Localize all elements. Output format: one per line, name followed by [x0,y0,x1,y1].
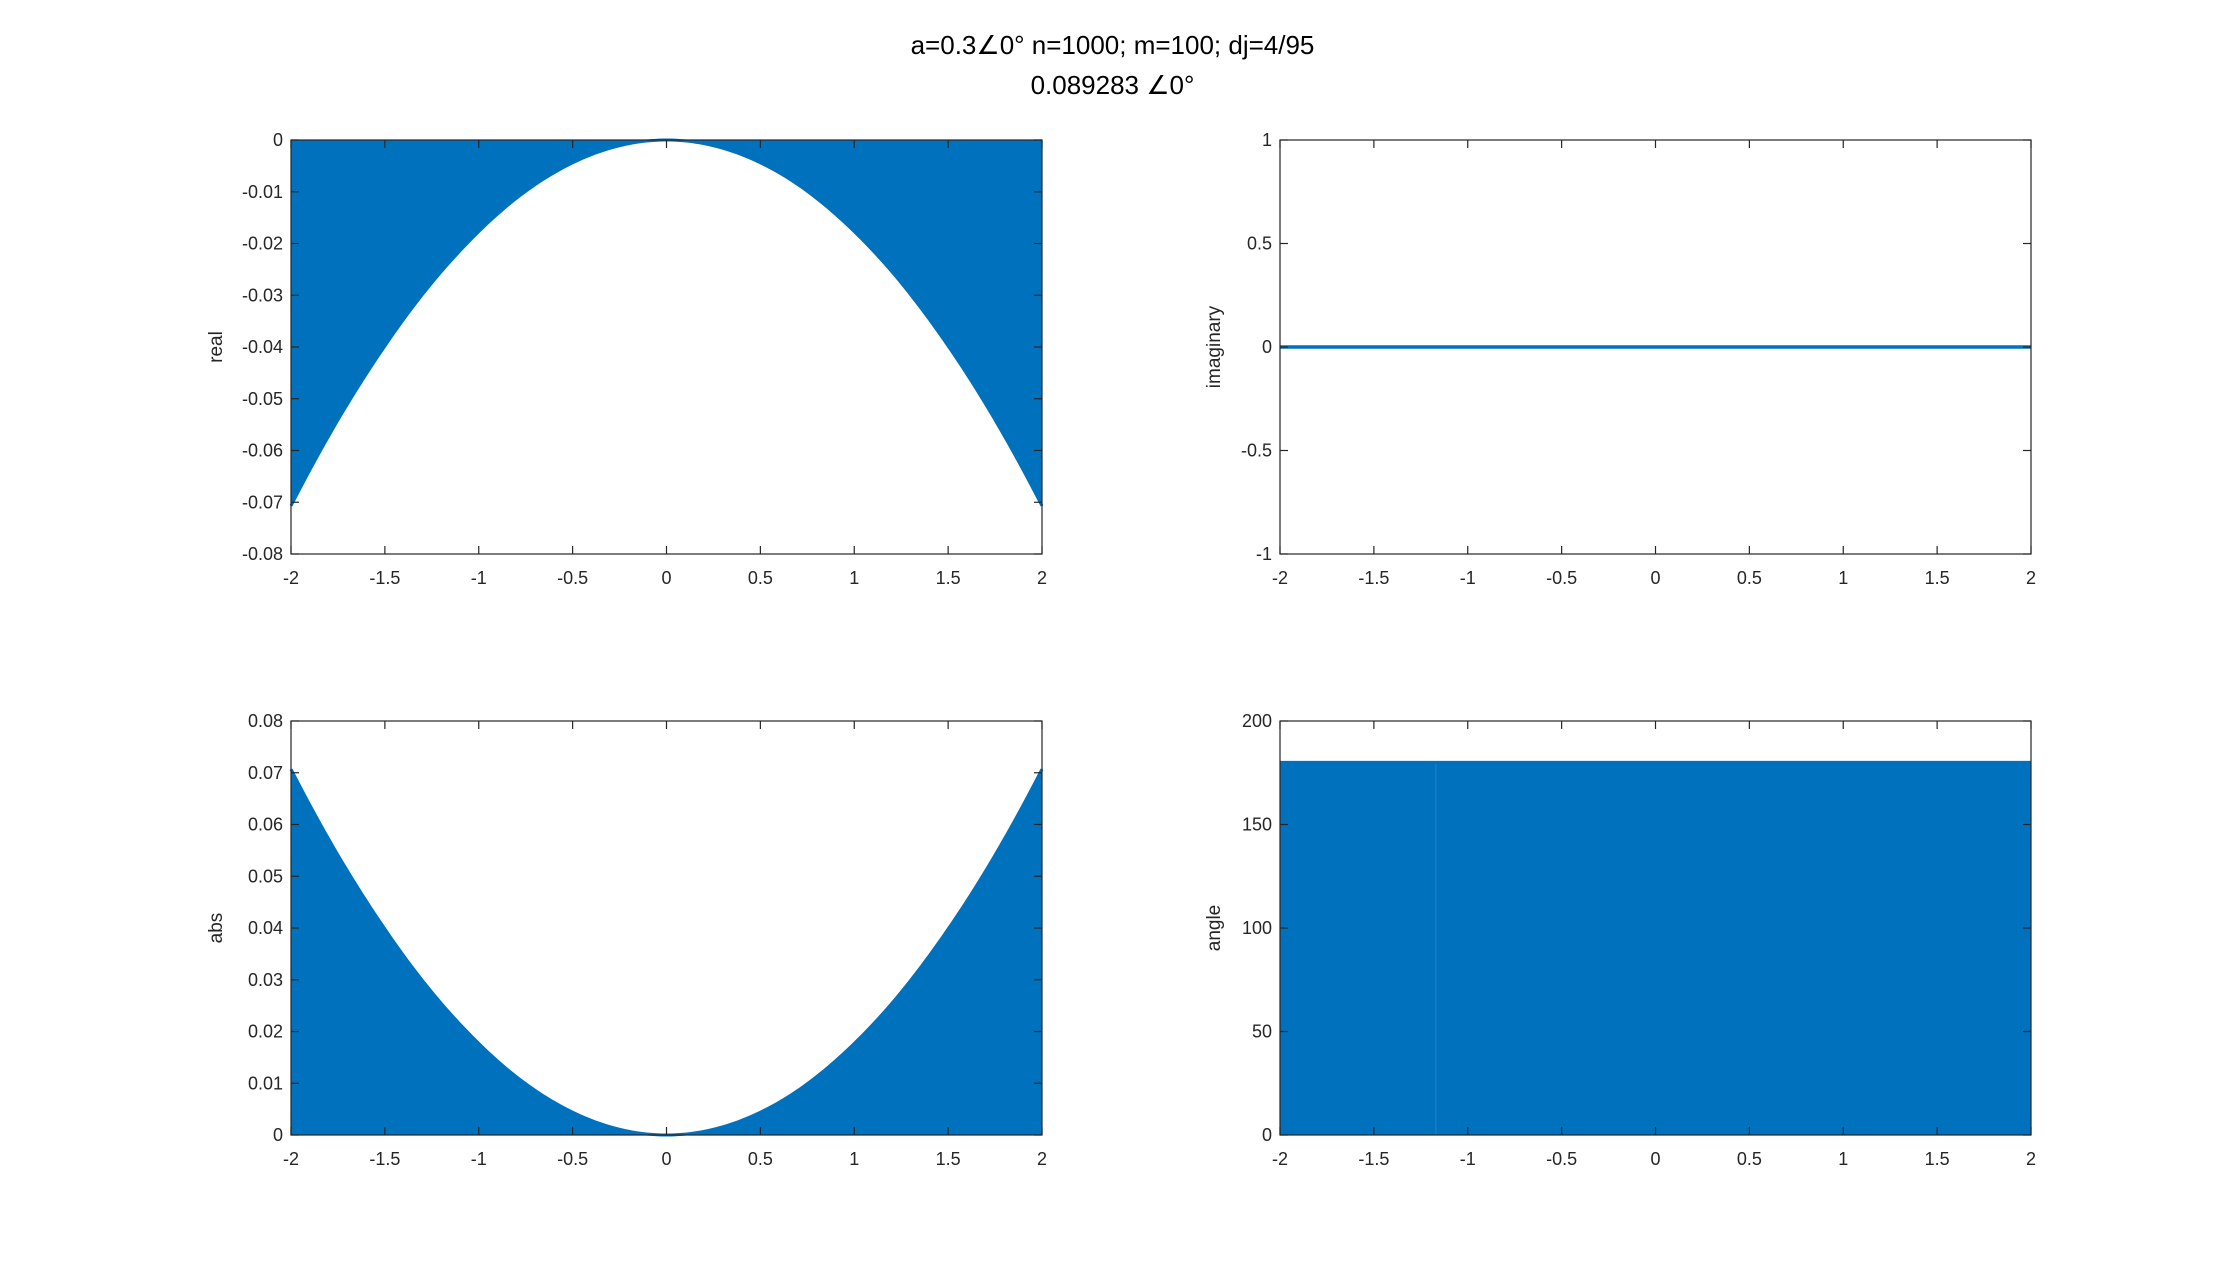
angle-plot: -2 -1.5 -1 -0.5 0 0.5 1 1.5 2 0 50 100 150 200 angle [1204,711,2036,1169]
x-tick-label: 1.5 [936,568,961,588]
x-tick-label: -0.5 [1546,568,1577,588]
x-tick-label: 1 [1838,1149,1848,1169]
x-tick-label: -0.5 [557,568,588,588]
y-tick-label: 0.08 [248,711,283,731]
x-tick-label: 1.5 [1925,568,1950,588]
x-tick-label: 1.5 [1925,1149,1950,1169]
x-tick-label: 0 [661,1149,671,1169]
y-tick-label: -0.06 [242,441,283,461]
y-tick-label: 0 [273,1125,283,1145]
x-tick-label: -1.5 [1358,1149,1389,1169]
x-tick-label: -1 [1460,568,1476,588]
y-tick-label: 50 [1252,1022,1272,1042]
x-tick-label: -1.5 [369,1149,400,1169]
y-tick-label: -0.04 [242,337,283,357]
x-tick-label: -2 [1272,568,1288,588]
figure-title-line2: 0.089283 ∠0° [1030,70,1195,100]
x-tick-label: 2 [1037,568,1047,588]
x-tick-label: -1.5 [369,568,400,588]
y-tick-label: -0.05 [242,389,283,409]
y-tick-label: -0.03 [242,285,283,305]
y-tick-label: 0.03 [248,970,283,990]
series-fill [1280,762,2031,1135]
figure-title-line1: a=0.3∠0° n=1000; m=100; dj=4/95 [910,30,1315,60]
y-tick-label: -0.01 [242,182,283,202]
y-tick-label: 0.06 [248,815,283,835]
x-tick-label: 1.5 [936,1149,961,1169]
y-tick-label: 200 [1242,711,1272,731]
x-tick-label: -1.5 [1358,568,1389,588]
x-tick-label: 0.5 [1737,1149,1762,1169]
y-tick-label: 0 [1262,337,1272,357]
imaginary-plot: -2 -1.5 -1 -0.5 0 0.5 1 1.5 2 -1 -0.5 0 0.5 1 imaginar… [1204,130,2036,588]
y-tick-label: 150 [1242,815,1272,835]
x-tick-label: 2 [2026,568,2036,588]
x-tick-label: 2 [2026,1149,2036,1169]
x-tick-label: 2 [1037,1149,1047,1169]
y-tick-label: 100 [1242,918,1272,938]
x-tick-label: -1 [471,1149,487,1169]
x-tick-label: 0 [661,568,671,588]
y-tick-label: 0.04 [248,918,283,938]
y-tick-label: 1 [1262,130,1272,150]
x-tick-label: -1 [1460,1149,1476,1169]
x-tick-label: 0.5 [1737,568,1762,588]
x-tick-label: -1 [471,568,487,588]
x-tick-label: 1 [849,1149,859,1169]
y-tick-label: -0.5 [1241,441,1272,461]
y-tick-label: -0.02 [242,234,283,254]
y-tick-label: -1 [1256,544,1272,564]
x-tick-label: 0.5 [748,568,773,588]
x-tick-label: -2 [283,568,299,588]
x-tick-label: -2 [1272,1149,1288,1169]
y-axis-label: real [206,331,227,363]
y-axis-label: angle [1204,905,1225,952]
y-tick-label: 0 [1262,1125,1272,1145]
y-axis-label: imaginary [1204,305,1225,388]
y-tick-label: 0.02 [248,1022,283,1042]
abs-plot: -2 -1.5 -1 -0.5 0 0.5 1 1.5 2 0 0.01 0.02 0.03 0.04 0.… [206,711,1047,1169]
x-tick-label: 1 [1838,568,1848,588]
y-tick-label: -0.07 [242,492,283,512]
y-tick-label: 0.07 [248,763,283,783]
y-tick-label: 0.05 [248,866,283,886]
y-tick-label: -0.08 [242,544,283,564]
x-tick-label: -0.5 [557,1149,588,1169]
y-axis-label: abs [206,913,227,944]
y-tick-label: 0.5 [1247,234,1272,254]
x-tick-label: 1 [849,568,859,588]
x-tick-label: 0.5 [748,1149,773,1169]
real-plot: -2 -1.5 -1 -0.5 0 0.5 1 1.5 2 -0.08 -0.07 -0.06 -0.0… [206,130,1047,588]
x-tick-label: 0 [1650,1149,1660,1169]
y-tick-label: 0 [273,130,283,150]
y-tick-label: 0.01 [248,1073,283,1093]
x-tick-label: -0.5 [1546,1149,1577,1169]
x-tick-label: -2 [283,1149,299,1169]
x-tick-label: 0 [1650,568,1660,588]
